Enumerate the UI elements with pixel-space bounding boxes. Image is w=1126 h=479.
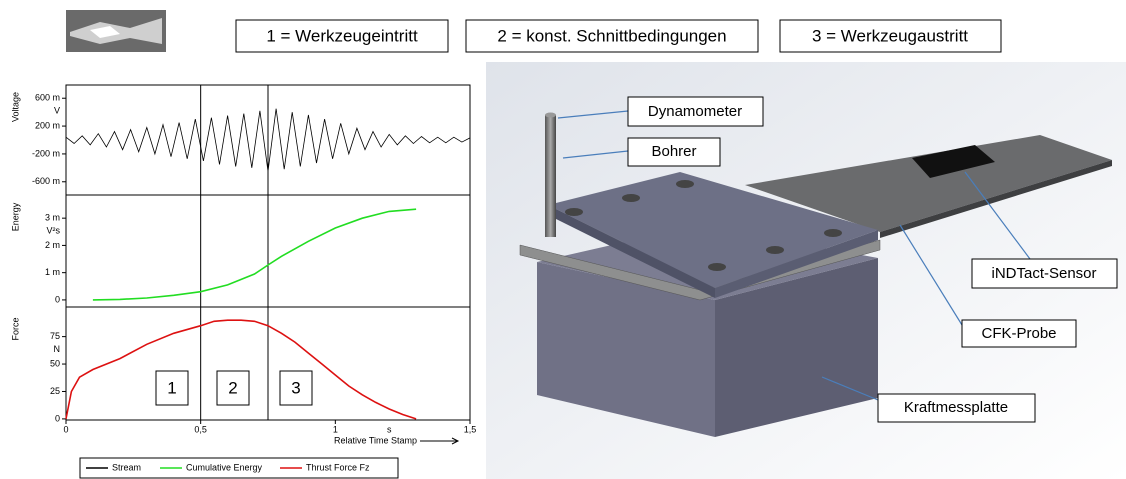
phase-label: 3 — [291, 378, 300, 397]
callout-label: iNDTact-Sensor — [991, 265, 1096, 282]
y-axis-label: Force — [10, 317, 20, 340]
y-unit: N — [54, 344, 61, 354]
y-tick-label: 25 — [50, 386, 60, 396]
phase-label: 2 — [228, 378, 237, 397]
y-tick-label: -600 m — [32, 176, 60, 186]
x-unit: s — [387, 424, 392, 434]
x-tick-label: 1,5 — [464, 424, 477, 434]
legend-label: Stream — [112, 462, 141, 472]
y-tick-label: 0 — [55, 294, 60, 304]
legend-label: Cumulative Energy — [186, 462, 263, 472]
y-tick-label: 1 m — [45, 267, 60, 277]
page: 1 = Werkzeugeintritt 2 = konst. Schnittb… — [0, 0, 1126, 479]
callout-label: Bohrer — [651, 143, 696, 160]
y-axis-label: Energy — [10, 202, 20, 231]
series-line — [93, 209, 416, 300]
callout-label: Dynamometer — [648, 103, 742, 120]
header-label: 1 = Werkzeugeintritt — [266, 26, 418, 45]
drill-photo — [66, 10, 166, 52]
x-tick-label: 1 — [333, 424, 338, 434]
y-tick-label: 50 — [50, 358, 60, 368]
x-axis-label: Relative Time Stamp — [334, 435, 417, 445]
callout-label: CFK-Probe — [981, 325, 1056, 342]
x-arrow — [420, 438, 458, 444]
callout-label: Kraftmessplatte — [904, 399, 1008, 416]
y-tick-label: 75 — [50, 331, 60, 341]
y-tick-label: 200 m — [35, 120, 60, 130]
y-tick-label: 2 m — [45, 240, 60, 250]
legend-label: Thrust Force Fz — [306, 462, 370, 472]
figure: 1 = Werkzeugeintritt 2 = konst. Schnittb… — [0, 0, 1126, 479]
y-tick-label: 0 — [55, 413, 60, 423]
x-tick-label: 0,5 — [194, 424, 207, 434]
x-tick-label: 0 — [63, 424, 68, 434]
y-tick-label: 3 m — [45, 213, 60, 223]
header-label: 2 = konst. Schnittbedingungen — [497, 26, 726, 45]
y-unit: V²s — [47, 226, 61, 236]
y-tick-label: -200 m — [32, 148, 60, 158]
y-tick-label: 600 m — [35, 93, 60, 103]
y-unit: V — [54, 106, 60, 116]
y-axis-label: Voltage — [10, 92, 20, 122]
header-label: 3 = Werkzeugaustritt — [812, 26, 968, 45]
phase-label: 1 — [167, 378, 176, 397]
